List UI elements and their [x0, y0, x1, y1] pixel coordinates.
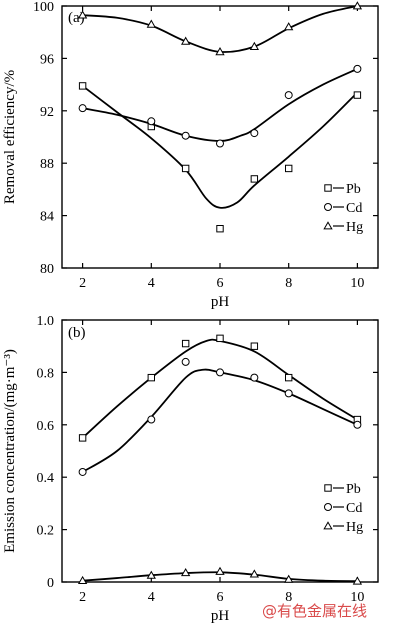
data-point-hg [249, 41, 260, 50]
legend-label-hg: Hg [346, 220, 363, 235]
legend-marker-hg [323, 221, 333, 230]
x-tick-label: 4 [148, 590, 155, 605]
data-point-cd [78, 104, 87, 113]
panel-b: 2 4 6 8 10 0 0.2 0.4 0.6 0.8 1.0 pH Emission concent… [2, 314, 379, 624]
data-point-cd [353, 64, 362, 73]
data-point-hg [284, 22, 294, 31]
y-tick-label: 84 [40, 210, 54, 225]
y-tick-label: 0.8 [37, 366, 55, 381]
data-point-hg [215, 566, 225, 575]
data-point-pb [284, 164, 293, 173]
x-tick-label: 8 [285, 590, 292, 605]
y-tick-label: 0.6 [37, 419, 55, 434]
y-tick-label: 88 [40, 157, 54, 172]
data-point-cd [216, 139, 224, 148]
y-axis-label: Emission concentration/(mg·m⁻³) [2, 349, 18, 553]
y-tick-label: 0.2 [37, 524, 55, 539]
data-point-pb [216, 334, 224, 343]
y-tick-label: 0 [47, 576, 54, 591]
data-point-pb [250, 175, 259, 183]
data-point-cd [147, 415, 156, 424]
y-tick-label: 100 [33, 0, 54, 15]
legend-label-hg: Hg [346, 520, 363, 535]
series-curve-pb [82, 85, 359, 209]
data-point-pb [147, 373, 156, 382]
data-point-hg [352, 576, 363, 585]
data-point-cd [181, 131, 190, 140]
data-point-hg [146, 570, 156, 579]
panel-label: (b) [68, 325, 86, 341]
legend-marker-hg [323, 521, 333, 530]
data-point-cd [216, 368, 224, 377]
series-curve-cd [82, 368, 358, 473]
y-axis-label: Removal efficiency/% [2, 70, 18, 204]
x-axis-label: pH [211, 608, 230, 624]
panel-a: 2 4 6 8 10 80 84 88 92 96 100 pH Removal efficiency/… [2, 0, 379, 310]
data-point-pb [353, 91, 362, 99]
data-point-hg [180, 568, 191, 577]
x-tick-label: 10 [350, 276, 364, 291]
legend-marker-cd [324, 503, 332, 511]
x-axis-label: pH [211, 294, 230, 310]
data-point-pb [181, 164, 190, 173]
legend-marker-pb [324, 184, 332, 192]
legend-label-pb: Pb [346, 482, 361, 497]
data-point-hg [77, 575, 88, 585]
data-point-hg [146, 19, 156, 28]
legend-marker-cd [324, 203, 332, 211]
data-point-cd [181, 357, 190, 366]
x-tick-label: 2 [79, 590, 86, 605]
y-tick-label: 1.0 [37, 314, 55, 329]
data-point-cd [78, 467, 87, 476]
data-point-pb [78, 434, 87, 442]
data-point-hg [215, 47, 225, 56]
x-tick-label: 8 [285, 276, 292, 291]
legend-label-pb: Pb [346, 182, 361, 197]
data-point-pb [284, 373, 293, 382]
data-point-pb [181, 339, 190, 348]
series-curve-pb [82, 338, 358, 439]
plot-frame [61, 319, 379, 583]
x-tick-label: 4 [148, 276, 155, 291]
data-point-cd [284, 389, 293, 398]
data-point-pb [216, 225, 224, 233]
data-point-hg [284, 574, 294, 583]
x-tick-label: 10 [350, 590, 364, 605]
y-tick-label: 92 [40, 105, 54, 120]
data-point-hg [352, 1, 363, 10]
legend-label-cd: Cd [346, 201, 362, 216]
y-tick-label: 0.4 [37, 471, 55, 486]
x-tick-label: 6 [217, 276, 224, 291]
data-point-pb [250, 342, 259, 350]
data-point-hg [180, 36, 191, 45]
x-tick-label: 2 [79, 276, 86, 291]
data-point-cd [250, 129, 259, 138]
data-point-hg [249, 569, 260, 578]
y-tick-label: 96 [40, 52, 54, 67]
data-point-cd [284, 91, 293, 100]
data-point-pb [78, 82, 87, 90]
x-tick-label: 6 [217, 590, 224, 605]
series-curve-cd [82, 68, 358, 142]
watermark: @有色金属在线 [262, 602, 367, 620]
legend-label-cd: Cd [346, 501, 362, 516]
data-point-hg [77, 10, 88, 19]
data-point-cd [353, 420, 362, 429]
data-point-cd [147, 117, 156, 126]
y-tick-label: 80 [40, 262, 54, 277]
panel-label: (a) [68, 10, 85, 26]
legend-marker-pb [324, 484, 332, 492]
series-curve-hg [82, 5, 358, 53]
data-point-cd [250, 373, 259, 382]
